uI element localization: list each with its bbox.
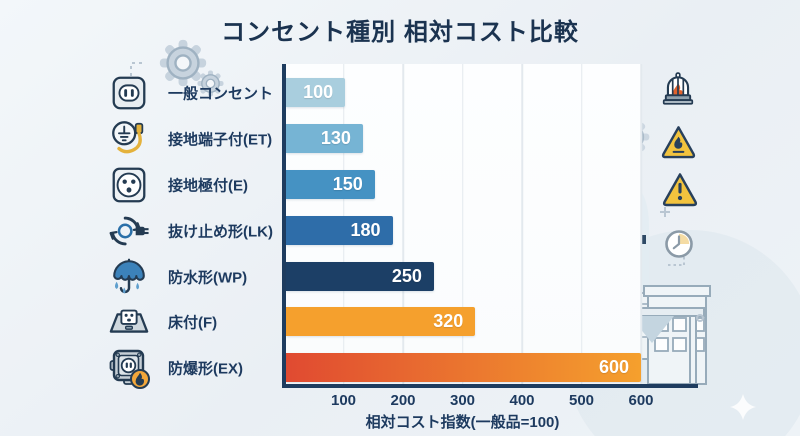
umbrella-rain-icon [106, 254, 152, 300]
bar-value-label: 320 [433, 311, 464, 331]
bar-value-label: 130 [320, 128, 351, 148]
x-tick-label: 300 [449, 392, 476, 409]
category-label: 防水形(WP) [168, 269, 248, 286]
ground-terminal-icon [106, 116, 152, 162]
x-tick-label: 600 [628, 392, 654, 409]
gridline [640, 64, 642, 385]
locking-plug-icon [106, 208, 152, 254]
bar-value-label: 150 [332, 174, 363, 194]
category-label: 一般コンセント [168, 85, 274, 102]
category-row: 接地極付(E) [0, 167, 284, 202]
x-tick-label: 200 [390, 392, 416, 409]
flammable-warning-icon [661, 126, 696, 159]
x-axis-line [282, 384, 698, 388]
grounded-outlet-icon [106, 162, 152, 208]
category-label: 接地端子付(ET) [168, 131, 273, 148]
category-row: 一般コンセント [0, 76, 284, 109]
category-label: 抜け止め形(LK) [168, 223, 273, 240]
category-row: 防爆形(EX) [0, 349, 284, 389]
gridline [580, 64, 583, 385]
category-row: 接地端子付(ET) [0, 120, 284, 153]
gridline [402, 64, 404, 385]
y-axis-line [282, 64, 286, 386]
bar-value-label: 250 [391, 266, 422, 286]
gridline [521, 64, 523, 385]
bar-standard-outlet: 100 [286, 78, 346, 107]
bars-layer: 100 130 150 180 250 320 600 [286, 64, 641, 385]
floor-outlet-icon [106, 299, 152, 345]
bar-waterproof: 250 [286, 262, 434, 291]
category-label: 接地極付(E) [168, 177, 248, 194]
x-tick-label: 400 [509, 392, 535, 409]
standard-outlet-icon [106, 70, 152, 116]
x-tick-label: 500 [568, 392, 595, 409]
sparkle-icon [730, 394, 756, 420]
bar-grounded-outlet: 150 [286, 170, 375, 199]
explosion-proof-icon [106, 345, 152, 391]
chart-title: コンセント種別 相対コスト比較 [221, 19, 579, 46]
category-row: 抜け止め形(LK) [0, 216, 284, 245]
x-axis-title: 相対コスト指数(一般品=100) [365, 414, 560, 431]
bar-value-label: 600 [598, 357, 629, 377]
fire-cage-icon [662, 72, 694, 105]
category-label: 床付(F) [168, 314, 218, 331]
bar-value-label: 100 [303, 82, 334, 102]
category-row: 防水形(WP) [0, 258, 284, 294]
bar-locking: 180 [286, 216, 393, 245]
gridline [461, 64, 464, 385]
bar-value-label: 180 [350, 220, 381, 240]
bar-floor: 320 [286, 307, 476, 336]
category-label: 防爆形(EX) [168, 360, 244, 377]
x-axis-ticks: 100 200 300 400 500 600 [284, 392, 654, 410]
bar-ground-terminal: 130 [286, 124, 363, 153]
x-tick-label: 100 [330, 392, 357, 409]
time-cost-icon [665, 230, 693, 258]
category-row: 床付(F) [0, 307, 284, 336]
caution-warning-icon [662, 173, 698, 207]
bar-explosion-proof: 600 [286, 353, 641, 382]
